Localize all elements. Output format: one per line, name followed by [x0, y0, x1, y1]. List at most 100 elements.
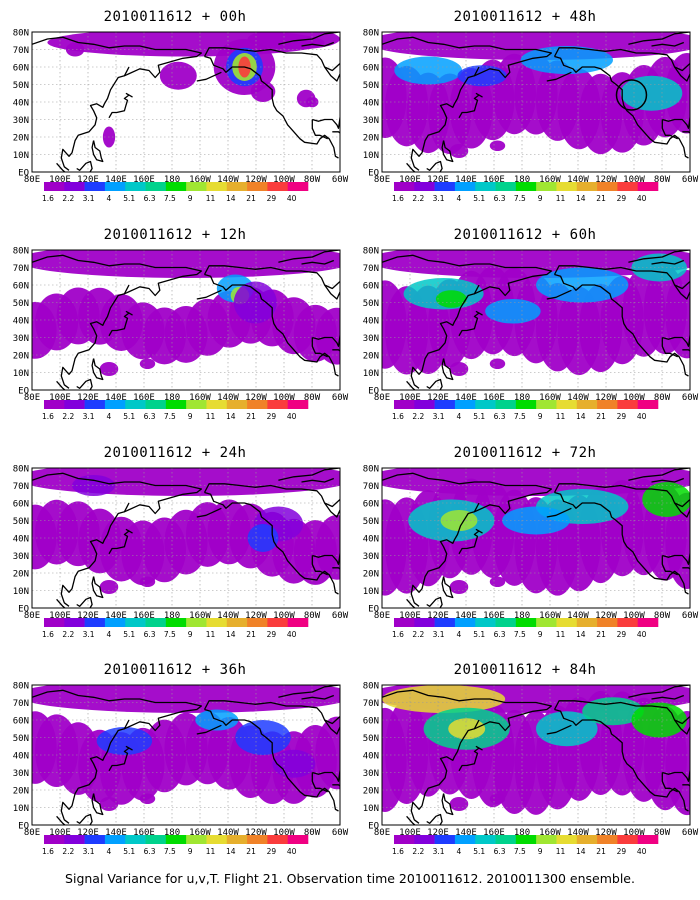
lon-tick-label: 80E [24, 393, 40, 403]
lon-tick-label: 100E [399, 393, 421, 403]
colorbar-swatch [414, 182, 435, 191]
lat-tick-label: EQ [18, 387, 29, 397]
colorbar-label: 7.5 [164, 194, 176, 203]
colorbar-label: 21 [596, 630, 606, 639]
variance-contour [96, 727, 153, 755]
lon-tick-label: 120W [245, 393, 267, 403]
colorbar-swatch [576, 182, 598, 191]
coastline [108, 528, 133, 555]
lat-tick-label: 30N [13, 116, 29, 126]
colorbar-swatch [597, 400, 618, 409]
coastline [441, 358, 454, 381]
colorbar-swatch [495, 400, 517, 409]
variance-contour [665, 492, 690, 589]
colorbar-label: 21 [246, 847, 256, 856]
coastline [682, 567, 690, 570]
map-plot: EQ 10N 20N 30N 40N 50N 60N 70N 80N 80E 100E 120E 140… [363, 465, 699, 622]
colorbar-label: 11 [556, 194, 566, 203]
colorbar-swatch [44, 182, 65, 191]
colorbar-swatch [414, 618, 435, 627]
colorbar-label: 21 [596, 412, 606, 421]
lat-tick-label: 50N [363, 517, 379, 527]
lon-tick-label: 160W [539, 393, 561, 403]
variance-contour [485, 299, 541, 324]
colorbar-swatch [454, 182, 476, 191]
colorbar-swatch [475, 835, 496, 844]
colorbar-swatch [64, 182, 85, 191]
map-panel: 2010011612 + 60h EQ 10N 20N 30N 40N 50N 60N 70N 8… [360, 226, 699, 444]
lat-tick-label: EQ [368, 605, 379, 615]
lat-tick-label: 80N [13, 29, 29, 39]
lat-tick-label: 30N [13, 334, 29, 344]
coastlines [32, 32, 340, 172]
lat-tick-label: 20N [13, 134, 29, 144]
colorbar-swatch [414, 835, 435, 844]
colorbar-label: 5.1 [473, 194, 485, 203]
coastline [628, 685, 690, 698]
lon-tick-label: 160W [189, 175, 211, 185]
coastline [682, 131, 690, 134]
lon-tick-label: 100E [49, 828, 71, 838]
lat-tick-label: 40N [13, 317, 29, 327]
colorbar-swatch [267, 618, 288, 627]
lat-tick-label: 30N [363, 552, 379, 562]
colorbar-label: 40 [287, 847, 297, 856]
lat-tick-label: 60N [363, 717, 379, 727]
lat-tick-label: 50N [13, 734, 29, 744]
coastline [311, 555, 328, 576]
colorbar: 1.6 2.2 3.1 4 5.1 6.3 7.5 9 11 14 21 29 40 [42, 618, 309, 639]
colorbar-label: 4 [107, 847, 112, 856]
coastline [312, 114, 340, 129]
lon-tick-label: 100W [623, 828, 645, 838]
colorbar-swatch [64, 618, 85, 627]
variance-contour [382, 32, 690, 60]
coastlines [382, 250, 690, 390]
coastline [661, 555, 678, 576]
colorbar-swatch [247, 400, 268, 409]
coastline [108, 745, 133, 772]
gridlines [32, 685, 340, 825]
lon-tick-label: 100W [623, 175, 645, 185]
lat-tick-label: 30N [363, 334, 379, 344]
variance-contour [65, 42, 85, 57]
colorbar-label: 5.1 [473, 630, 485, 639]
colorbar-swatch [617, 618, 638, 627]
colorbar-swatch [186, 618, 207, 627]
lat-tick-label: 10N [363, 587, 379, 597]
coastlines [382, 468, 690, 608]
lon-tick-label: 140E [105, 393, 127, 403]
coastline [32, 689, 203, 732]
colorbar-swatch [495, 835, 517, 844]
colorbar-label: 4 [107, 412, 112, 421]
colorbar-swatch [475, 182, 496, 191]
colorbar-swatch [125, 618, 146, 627]
lon-tick-label: 60W [682, 175, 699, 185]
colorbar-swatch [536, 835, 557, 844]
variance-contour [139, 358, 156, 369]
coastline [56, 380, 66, 390]
coastline [426, 378, 443, 390]
colorbar-label: 21 [246, 630, 256, 639]
lon-tick-label: 60W [332, 828, 349, 838]
colorbar-swatch [247, 182, 268, 191]
coastline [682, 349, 690, 352]
variance-contour [250, 81, 276, 102]
lon-tick-label: 160E [133, 828, 155, 838]
map-panel: 2010011612 + 84h EQ 10N 20N 30N 40N 50N 60N 70N 8… [360, 661, 699, 879]
colorbar-swatch [495, 182, 517, 191]
colorbar-swatch [267, 400, 288, 409]
gridlines [382, 685, 690, 825]
coastline [441, 576, 454, 599]
lon-tick-label: 100W [623, 611, 645, 621]
panel-title: 2010011612 + 12h [103, 227, 247, 243]
colorbar-swatch [145, 835, 167, 844]
lon-tick-label: 180 [514, 611, 530, 621]
colorbar-swatch [515, 182, 537, 191]
map-frame [31, 684, 341, 826]
coastline [301, 694, 335, 700]
colorbar-label: 1.6 [42, 630, 54, 639]
colorbar-swatch [536, 182, 557, 191]
colorbar-label: 9 [188, 630, 193, 639]
coastline [410, 284, 480, 389]
colorbar-swatch [206, 835, 228, 844]
